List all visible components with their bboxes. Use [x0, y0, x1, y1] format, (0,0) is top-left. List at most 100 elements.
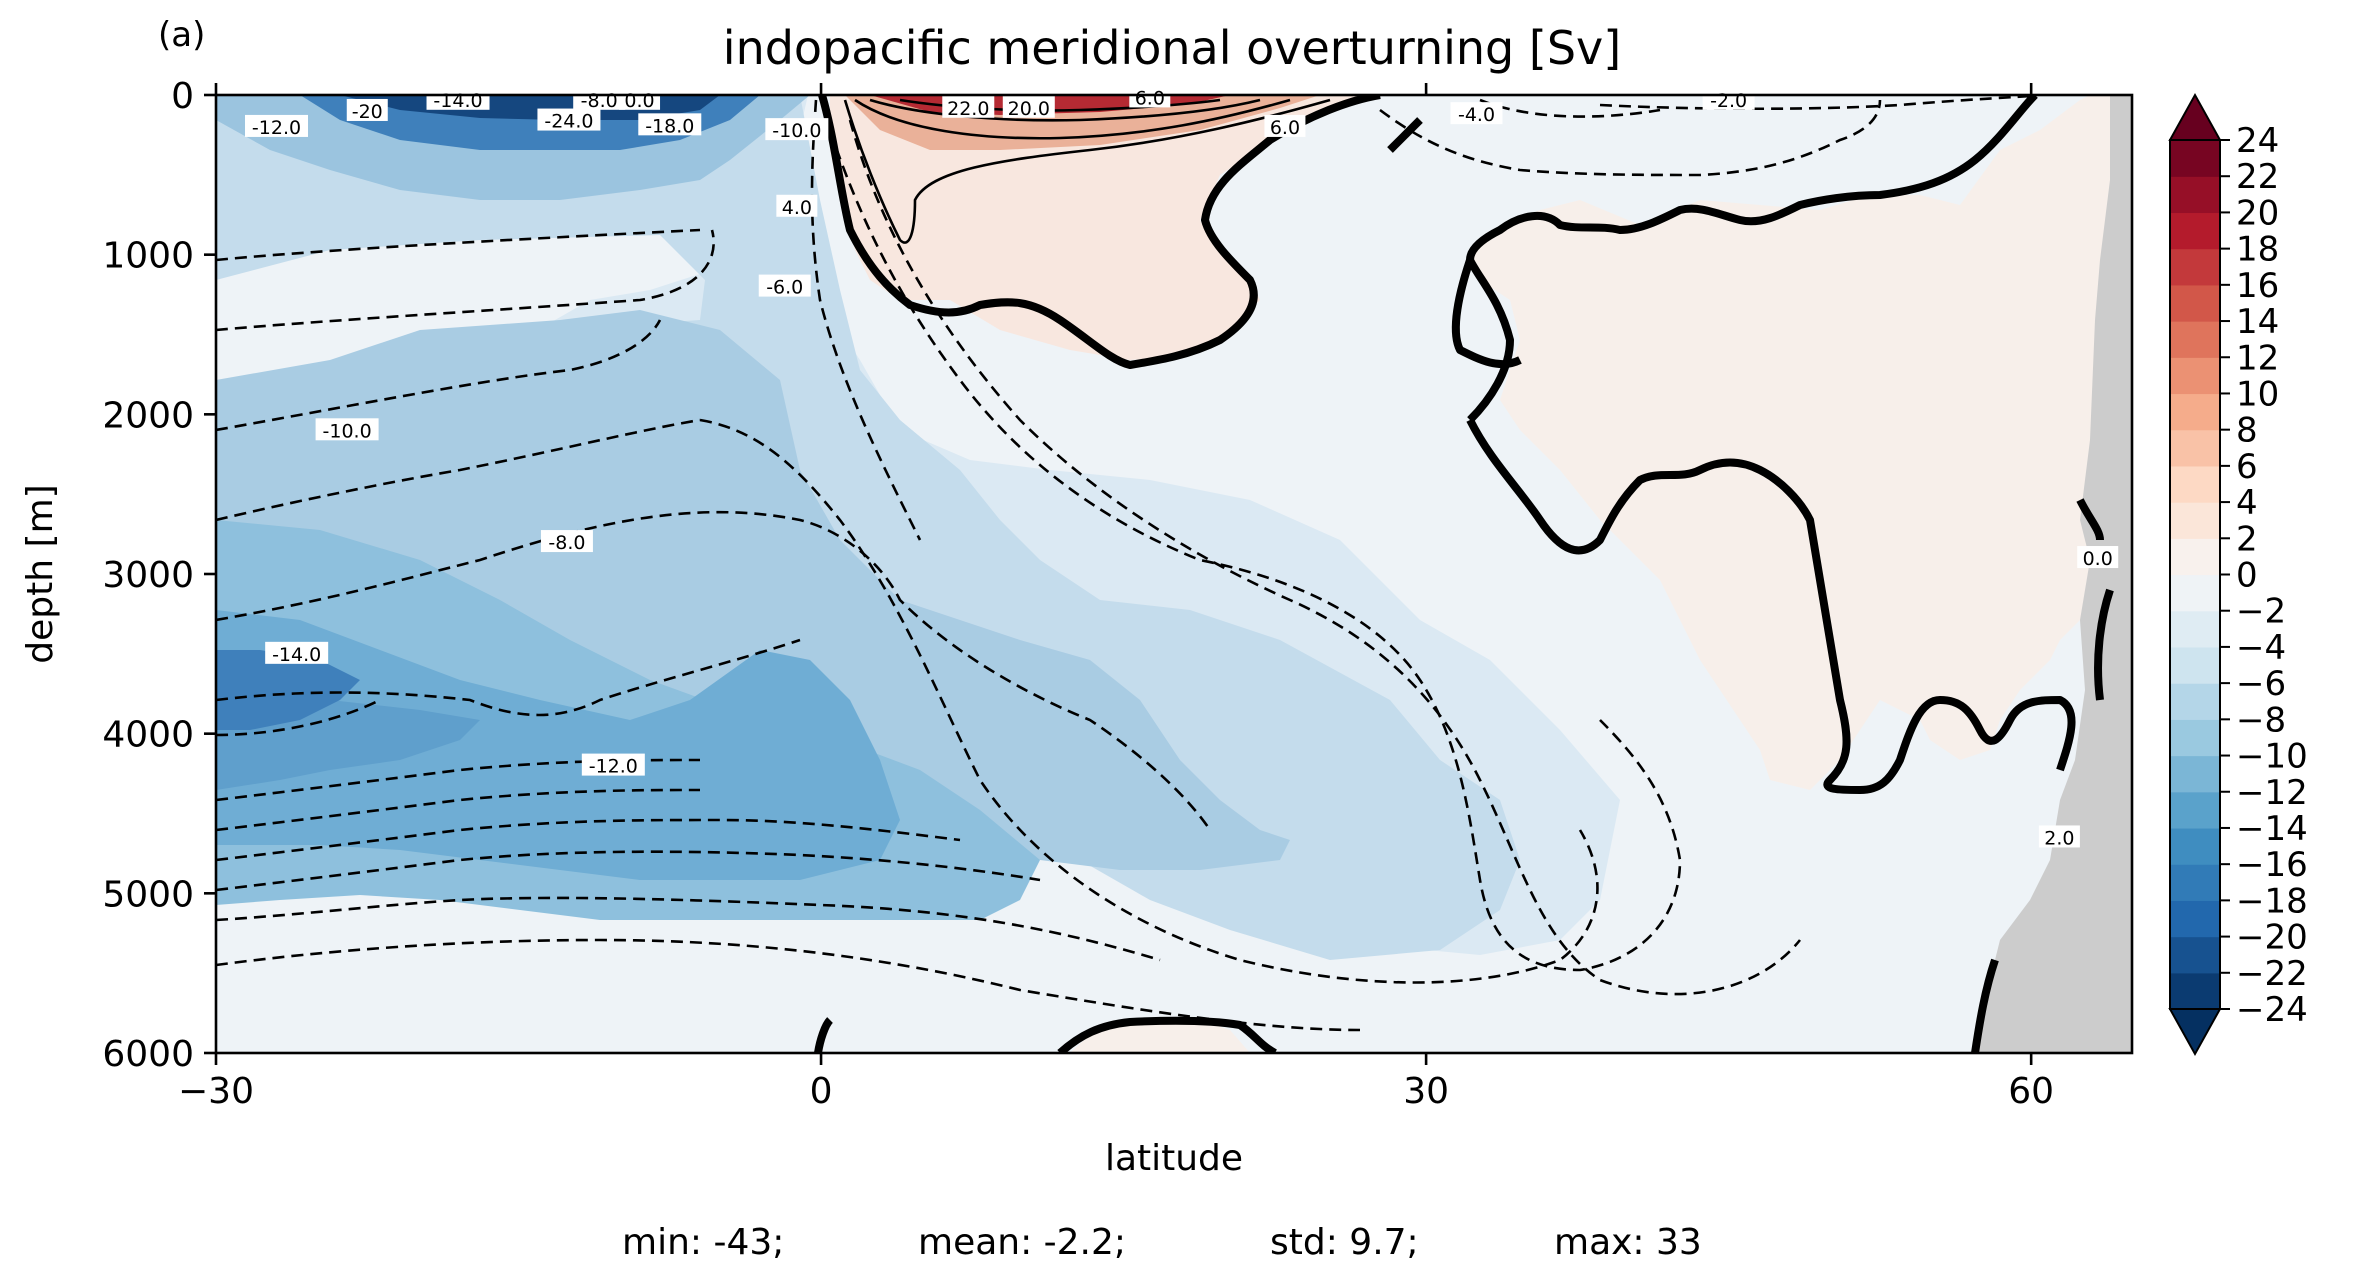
contour-label-bg: [619, 87, 661, 110]
colorbar: −24−22−20−18−16−14−12−10−8−6−4−202468101…: [2168, 92, 2308, 1057]
contour-label-bg: [1002, 95, 1055, 118]
contour-label-bg: [537, 108, 601, 131]
contour-label-text: -20: [352, 101, 383, 123]
contour-label-bg: [426, 87, 490, 110]
contour-label-text: 6.0: [1135, 87, 1165, 109]
contour-label-text: 4.0: [782, 197, 812, 219]
colorbar-tick-label: 8: [2236, 411, 2258, 451]
contour-label-bg: [540, 530, 593, 553]
colorbar-band: [2170, 465, 2220, 503]
x-tick-label: 0: [810, 1071, 833, 1112]
contour-label-bg: [265, 641, 329, 664]
land-mask: [1975, 95, 2132, 1053]
contour-label: 20.0: [1002, 95, 1055, 120]
contour-label-bg: [765, 118, 829, 141]
colorbar-band: [2170, 538, 2220, 576]
contour-label: 4.0: [776, 194, 818, 219]
contour-label-text: -14.0: [272, 644, 321, 666]
contour-label: 2.0: [2038, 825, 2080, 849]
contour-label-bg: [315, 418, 379, 441]
colorbar-tick-label: −16: [2236, 845, 2308, 885]
contour-label-bg: [638, 113, 702, 136]
colorbar-band: [2170, 827, 2220, 865]
contour-label: 0.0: [2077, 546, 2119, 570]
colorbar-tick-label: 20: [2236, 193, 2279, 233]
colorbar-band: [2170, 357, 2220, 395]
fill-minus14: [216, 650, 360, 730]
colorbar-tick-label: −8: [2236, 700, 2286, 740]
colorbar-tick-label: −24: [2236, 990, 2308, 1030]
colorbar-band: [2170, 502, 2220, 539]
contour-label: -10.0: [315, 418, 379, 442]
contour-label-bg: [1450, 102, 1503, 125]
contour-label: -12.0: [245, 114, 309, 139]
positive-contours: [843, 98, 1331, 244]
colorbar-band: [2170, 212, 2220, 250]
x-tick-label: 60: [2008, 1071, 2054, 1112]
contour-label: 0.0: [619, 87, 661, 112]
colorbar-tick-label: −12: [2236, 773, 2308, 813]
colorbar-band: [2170, 248, 2220, 286]
contour-label-bg: [758, 274, 811, 297]
colorbar-band: [2170, 683, 2220, 720]
y-axis-label: depth [m]: [20, 484, 61, 663]
y-tick-label: 1000: [102, 236, 194, 277]
colorbar-band: [2170, 972, 2220, 1010]
colorbar-band: [2170, 936, 2220, 974]
contour-label: -12.0: [581, 753, 645, 778]
contour-label-text: -12.0: [589, 756, 638, 778]
contour-label-text: -12.0: [252, 117, 301, 139]
contour-label-bg: [581, 753, 645, 776]
contour-label-text: -6.0: [766, 277, 803, 299]
contour-label-text: -10.0: [772, 120, 821, 142]
contour-label-text: -4.0: [1458, 104, 1495, 126]
contour-label-bg: [1702, 87, 1755, 110]
contour-label: -20: [346, 98, 388, 123]
contour-label: -2.0: [1702, 87, 1755, 112]
panel-label: (a): [158, 15, 205, 55]
contour-label-text: -24.0: [544, 111, 593, 133]
y-tick-label: 5000: [102, 874, 194, 915]
contour-label-bg: [776, 194, 818, 217]
stat-std: std: 9.7;: [1270, 1222, 1419, 1263]
y-tick-label: 6000: [102, 1034, 194, 1075]
colorbar-extend-max: [2168, 92, 2222, 141]
contour-label: -14.0: [265, 641, 329, 666]
colorbar-tick-label: 6: [2236, 447, 2258, 487]
zero-contours: [814, 95, 2114, 1053]
y-tick-label: 3000: [102, 555, 194, 596]
contour-label-text: 6.0: [1270, 117, 1300, 139]
x-tick-label: 30: [1403, 1071, 1449, 1112]
contour-label: -14.0: [426, 87, 490, 112]
contour-label: -8.0: [573, 87, 626, 112]
contour-label-bg: [1264, 114, 1306, 137]
colorbar-tick-label: 0: [2236, 556, 2258, 596]
contour-label: 6.0: [1264, 114, 1306, 139]
stat-min: min: -43;: [622, 1222, 784, 1263]
colorbar-tick-label: −22: [2236, 954, 2308, 994]
contour-label-bg: [1129, 85, 1171, 108]
colorbar-band: [2170, 610, 2220, 648]
contour-label: -18.0: [638, 113, 702, 137]
colorbar-tick-label: −2: [2236, 592, 2286, 632]
contour-label: -8.0: [540, 530, 593, 554]
colorbar-tick-label: 18: [2236, 230, 2279, 270]
colorbar-tick-label: −14: [2236, 809, 2308, 849]
colorbar-band: [2170, 429, 2220, 467]
colorbar-band: [2170, 393, 2220, 431]
contour-label-text: 20.0: [1008, 98, 1050, 120]
colorbar-band: [2170, 140, 2220, 177]
stat-mean: mean: -2.2;: [918, 1222, 1126, 1263]
contour-label-text: 0.0: [624, 90, 654, 112]
x-axis: −30 0 30 60: [178, 83, 2054, 1112]
contour-label: -24.0: [537, 108, 601, 133]
y-axis: 0 1000 2000 3000 4000 5000 6000: [102, 76, 216, 1075]
colorbar-band: [2170, 719, 2220, 757]
colorbar-tick-label: 16: [2236, 266, 2279, 306]
contour-label-text: -10.0: [323, 420, 372, 442]
colorbar-band: [2170, 574, 2220, 612]
colorbar-band: [2170, 284, 2220, 322]
colorbar-band: [2170, 864, 2220, 901]
fill-minus4: [216, 95, 1520, 960]
